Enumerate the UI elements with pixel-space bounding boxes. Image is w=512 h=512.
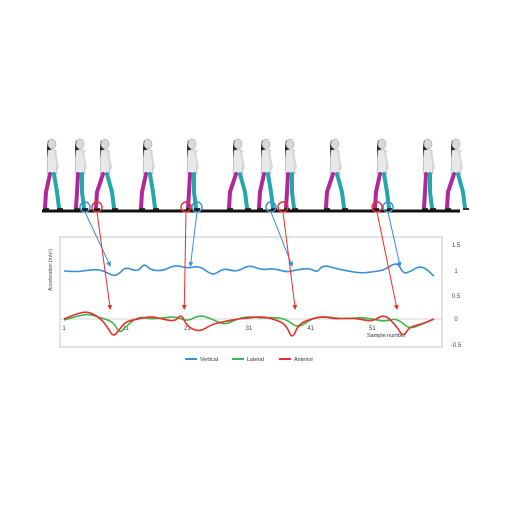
x-tick-label: 31 bbox=[246, 326, 253, 332]
x-tick-labels: 1 11 21 31 41 51 bbox=[62, 326, 376, 332]
walker-figure bbox=[74, 138, 88, 210]
anterior-event-arrow bbox=[376, 211, 399, 310]
vertical-event-arrow bbox=[84, 211, 111, 267]
y-tick-label: 0 bbox=[454, 317, 458, 323]
walker-figure bbox=[186, 138, 200, 210]
y-tick-label: 0.5 bbox=[452, 294, 461, 300]
x-tick-label: 11 bbox=[123, 326, 130, 332]
walker-figure bbox=[139, 138, 159, 210]
x-tick-label: 1 bbox=[62, 326, 66, 332]
walker-figure bbox=[284, 138, 298, 210]
y-tick-labels: 1.5 1 0.5 0 -0.5 bbox=[451, 243, 462, 349]
walker-figure bbox=[445, 138, 469, 210]
legend-label: Anterior bbox=[294, 357, 313, 363]
anterior-event-arrow bbox=[181, 211, 187, 310]
x-tick-label: 41 bbox=[307, 326, 314, 332]
vertical-event-arrow bbox=[387, 211, 402, 267]
y-tick-label: 1 bbox=[454, 269, 458, 275]
legend-label: Vertical bbox=[200, 357, 218, 363]
walker-figure bbox=[43, 138, 63, 210]
chart-legend: Vertical Lateral Anterior bbox=[185, 357, 313, 363]
anterior-event-arrow bbox=[282, 211, 298, 310]
series-line-vertical bbox=[63, 263, 435, 277]
y-tick-label: 1.5 bbox=[452, 243, 461, 249]
series-lines bbox=[63, 263, 435, 337]
walker-figure bbox=[422, 138, 436, 210]
walker-figure bbox=[373, 138, 393, 210]
legend-label: Lateral bbox=[247, 357, 264, 363]
x-axis-label: Sample number bbox=[367, 333, 406, 339]
walker-figure bbox=[94, 138, 118, 210]
series-line-anterior bbox=[63, 311, 435, 337]
walker-figure bbox=[257, 138, 277, 210]
y-axis-label: Acceleration (m/s²) bbox=[48, 249, 54, 291]
x-tick-label: 51 bbox=[369, 326, 376, 332]
y-tick-label: -0.5 bbox=[451, 343, 462, 349]
walker-figure bbox=[324, 138, 348, 210]
x-tick-label: 21 bbox=[184, 326, 191, 332]
gait-event-markers bbox=[79, 201, 402, 310]
walker-figure bbox=[227, 138, 251, 210]
anterior-event-arrow bbox=[96, 211, 113, 310]
vertical-event-arrow bbox=[188, 211, 198, 267]
walking-figures-strip bbox=[43, 138, 469, 210]
